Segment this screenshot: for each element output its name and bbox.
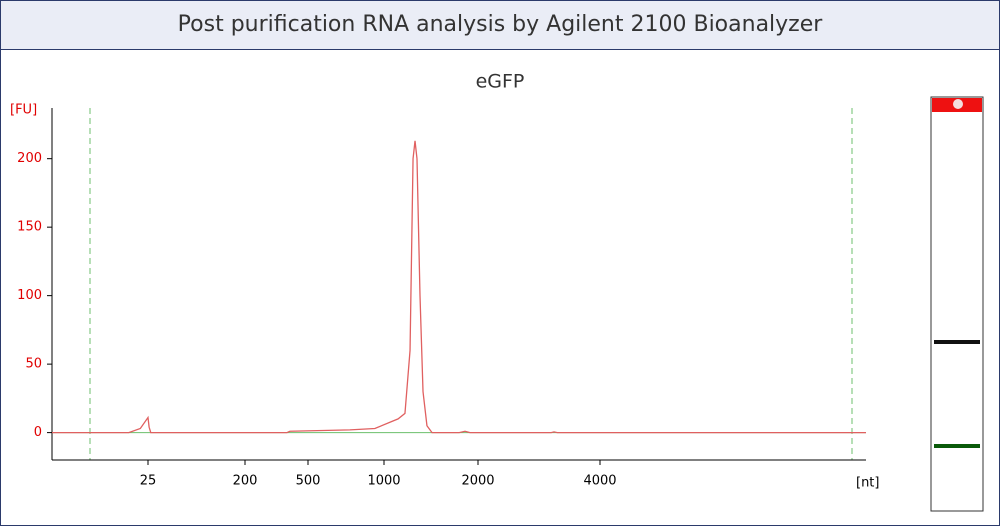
x-tick-label: 25	[140, 474, 157, 489]
x-axis-label: [nt]	[856, 476, 879, 491]
y-tick-label: 200	[17, 151, 42, 166]
x-tick-label: 2000	[461, 474, 494, 489]
gel-lane	[930, 96, 984, 512]
x-tick-label: 1000	[367, 474, 400, 489]
chart-title: eGFP	[476, 71, 525, 93]
x-tick-label: 500	[296, 474, 321, 489]
y-tick-label: 50	[25, 357, 42, 372]
gel-band	[934, 340, 980, 344]
gel-band	[934, 444, 980, 448]
y-tick-label: 0	[34, 425, 42, 440]
x-tick-label: 4000	[583, 474, 616, 489]
y-tick-label: 100	[17, 288, 42, 303]
gel-lane-frame	[930, 96, 984, 512]
trace-line	[52, 140, 866, 434]
gel-spot	[953, 99, 963, 109]
y-axis-label: [FU]	[10, 103, 37, 118]
x-tick-label: 200	[233, 474, 258, 489]
header-title: Post purification RNA analysis by Agilen…	[1, 1, 999, 50]
y-tick-label: 150	[17, 220, 42, 235]
